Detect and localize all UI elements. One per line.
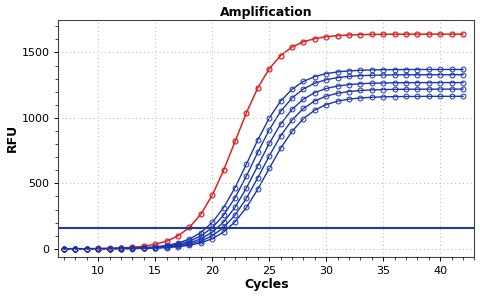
Title: Amplification: Amplification [220,6,312,18]
X-axis label: Cycles: Cycles [244,279,288,291]
Y-axis label: RFU: RFU [6,124,19,152]
